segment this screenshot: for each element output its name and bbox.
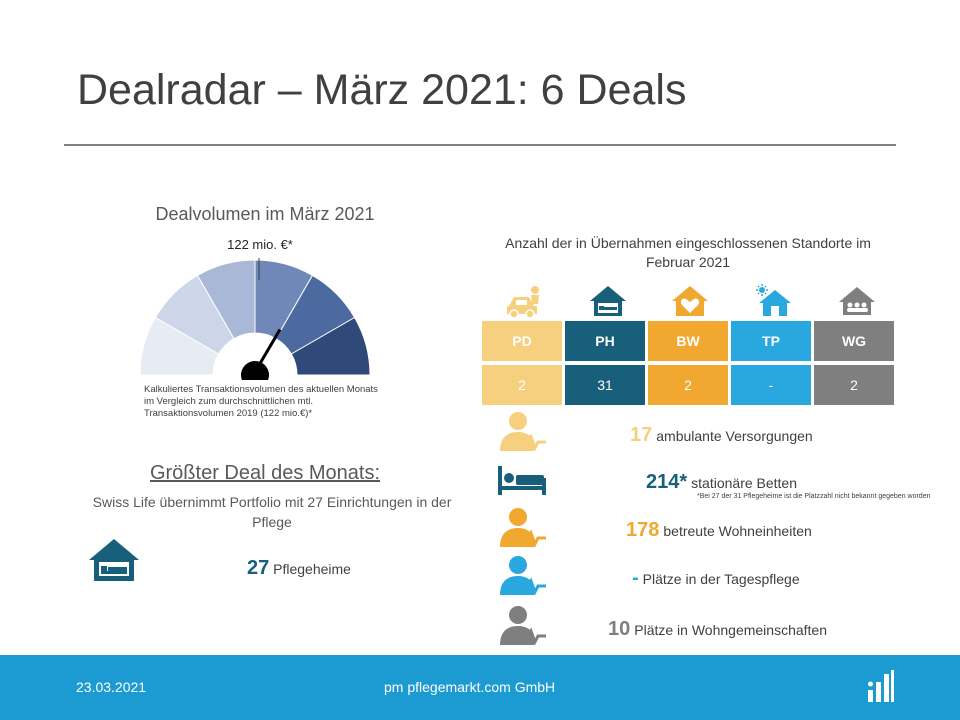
table-value-bw: 2 [648, 365, 728, 405]
house-sun-icon [756, 284, 791, 316]
stat-day-care-label: Plätze in der Tagespflege [642, 571, 800, 587]
footer-date: 23.03.2021 [76, 679, 147, 695]
stat-beds-count: 214* [646, 471, 688, 493]
table-header-ph: PH [565, 321, 645, 361]
stat-ambulant-label: ambulante Versorgungen [656, 428, 813, 444]
stat-assisted-living-count: 178 [626, 519, 660, 541]
stat-beds-footnote: *Bei 27 der 31 Pflegeheime ist die Platz… [697, 493, 931, 500]
locations-table-title: Anzahl der in Übernahmen eingeschlossene… [505, 235, 871, 270]
table-header-pd: PD [482, 321, 562, 361]
stat-day-care: - Plätze in der Tagespflege [632, 567, 800, 590]
gauge-note: Kalkuliertes Transaktionsvolumen des akt… [144, 384, 378, 419]
deal-volume-gauge [140, 258, 371, 380]
stat-ambulant: 17 ambulante Versorgungen [630, 424, 813, 447]
stat-shared-living-count: 10 [608, 618, 631, 640]
table-value-wg: 2 [814, 365, 894, 405]
footer-bar [0, 655, 960, 720]
table-header-bw: BW [648, 321, 728, 361]
gauge-segment [290, 316, 371, 376]
bar-chart-logo-icon [868, 670, 894, 702]
stat-shared-living: 10 Plätze in Wohngemeinschaften [608, 618, 827, 641]
gauge-value-label: 122 mio. €* [227, 237, 293, 252]
stat-assisted-living: 178 betreute Wohneinheiten [626, 519, 812, 542]
table-header-tp: TP [731, 321, 811, 361]
largest-deal-description: Swiss Life übernimmt Portfolio mit 27 Ei… [92, 494, 452, 530]
person-heartbeat-icon [500, 556, 546, 596]
house-bed-icon [89, 539, 139, 581]
page-title: Dealradar – März 2021: 6 Deals [77, 66, 687, 114]
table-value-pd: 2 [482, 365, 562, 405]
stat-beds: 214* stationäre Betten [646, 471, 797, 494]
house-people-icon [839, 287, 875, 315]
car-person-icon [507, 286, 539, 319]
stat-shared-living-label: Plätze in Wohngemeinschaften [634, 622, 827, 638]
stat-assisted-living-label: betreute Wohneinheiten [663, 523, 812, 539]
bed-icon [498, 466, 546, 495]
table-value-tp: - [731, 365, 811, 405]
person-heartbeat-icon [500, 412, 546, 452]
largest-deal-label: Pflegeheime [273, 561, 351, 577]
table-header-wg: WG [814, 321, 894, 361]
stat-beds-label: stationäre Betten [691, 475, 798, 491]
house-heart-icon [672, 286, 708, 316]
house-bed-icon [590, 286, 626, 316]
largest-deal-count: 27 [247, 557, 270, 579]
gauge-hub [241, 361, 269, 380]
title-divider [64, 144, 896, 146]
stat-day-care-count: - [632, 567, 639, 589]
person-heartbeat-icon [500, 508, 546, 548]
table-value-ph: 31 [565, 365, 645, 405]
largest-deal-stat: 27 Pflegeheime [247, 557, 351, 580]
footer-company: pm pflegemarkt.com GmbH [384, 679, 556, 695]
gauge-inner [214, 334, 296, 380]
largest-deal-heading: Größter Deal des Monats: [149, 462, 381, 484]
person-heartbeat-icon [500, 606, 546, 646]
stat-ambulant-count: 17 [630, 424, 653, 446]
gauge-title: Dealvolumen im März 2021 [155, 204, 375, 224]
